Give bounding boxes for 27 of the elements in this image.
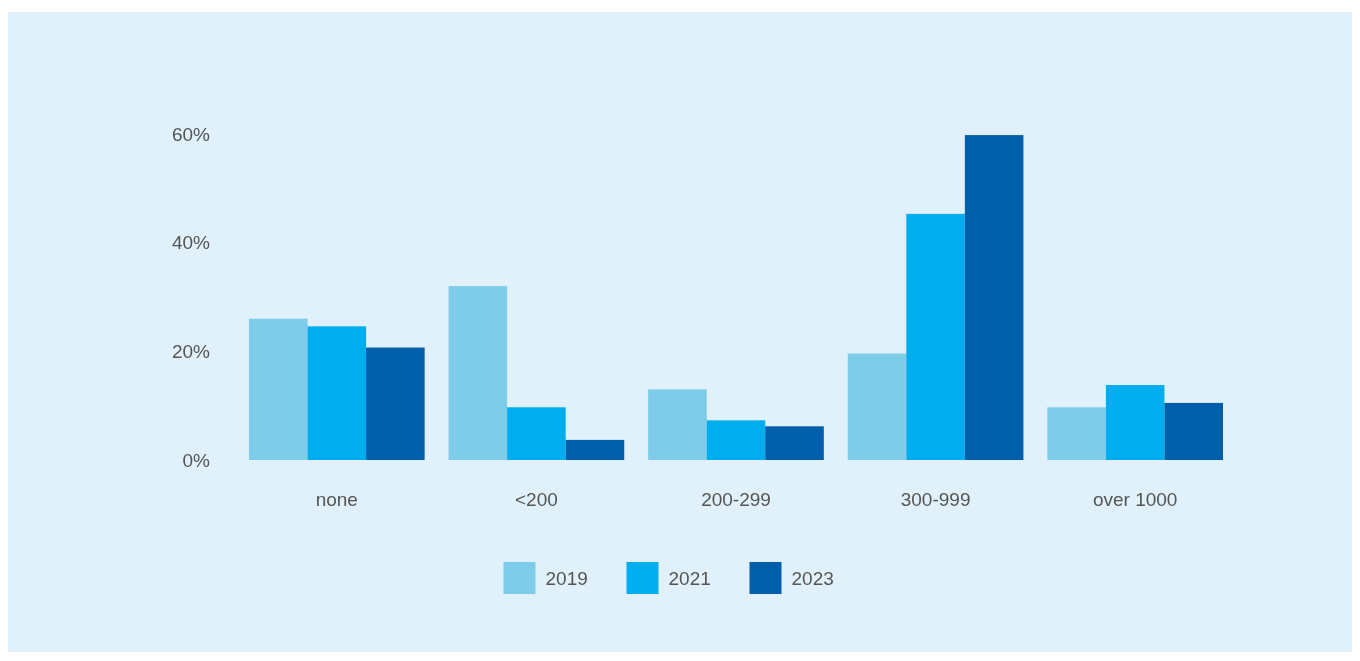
legend-label: 2019 xyxy=(545,567,588,589)
x-tick-label: <200 xyxy=(515,488,558,510)
bar xyxy=(906,213,965,460)
bar xyxy=(847,353,907,460)
bar xyxy=(706,420,766,460)
bar xyxy=(507,407,566,460)
legend-label: 2023 xyxy=(791,567,834,589)
bar xyxy=(765,426,824,460)
bar xyxy=(366,347,425,460)
x-tick-label: 300-999 xyxy=(900,488,971,510)
y-tick-label: 40% xyxy=(171,232,211,254)
bar xyxy=(565,439,625,460)
bar xyxy=(1047,407,1106,460)
bar xyxy=(249,318,308,460)
legend-label: 2021 xyxy=(668,567,711,589)
y-tick-label: 60% xyxy=(171,123,211,145)
x-tick-label: 200-299 xyxy=(701,488,771,510)
bar xyxy=(1164,402,1223,460)
bar xyxy=(1105,385,1165,460)
x-tick-label: none xyxy=(315,488,358,510)
bar xyxy=(964,135,1024,460)
x-tick-label: over 1000 xyxy=(1092,488,1178,510)
bar xyxy=(307,326,367,460)
y-tick-label: 0% xyxy=(182,449,211,471)
y-tick-label: 20% xyxy=(171,340,211,362)
bar xyxy=(648,389,707,460)
bar xyxy=(448,286,508,460)
